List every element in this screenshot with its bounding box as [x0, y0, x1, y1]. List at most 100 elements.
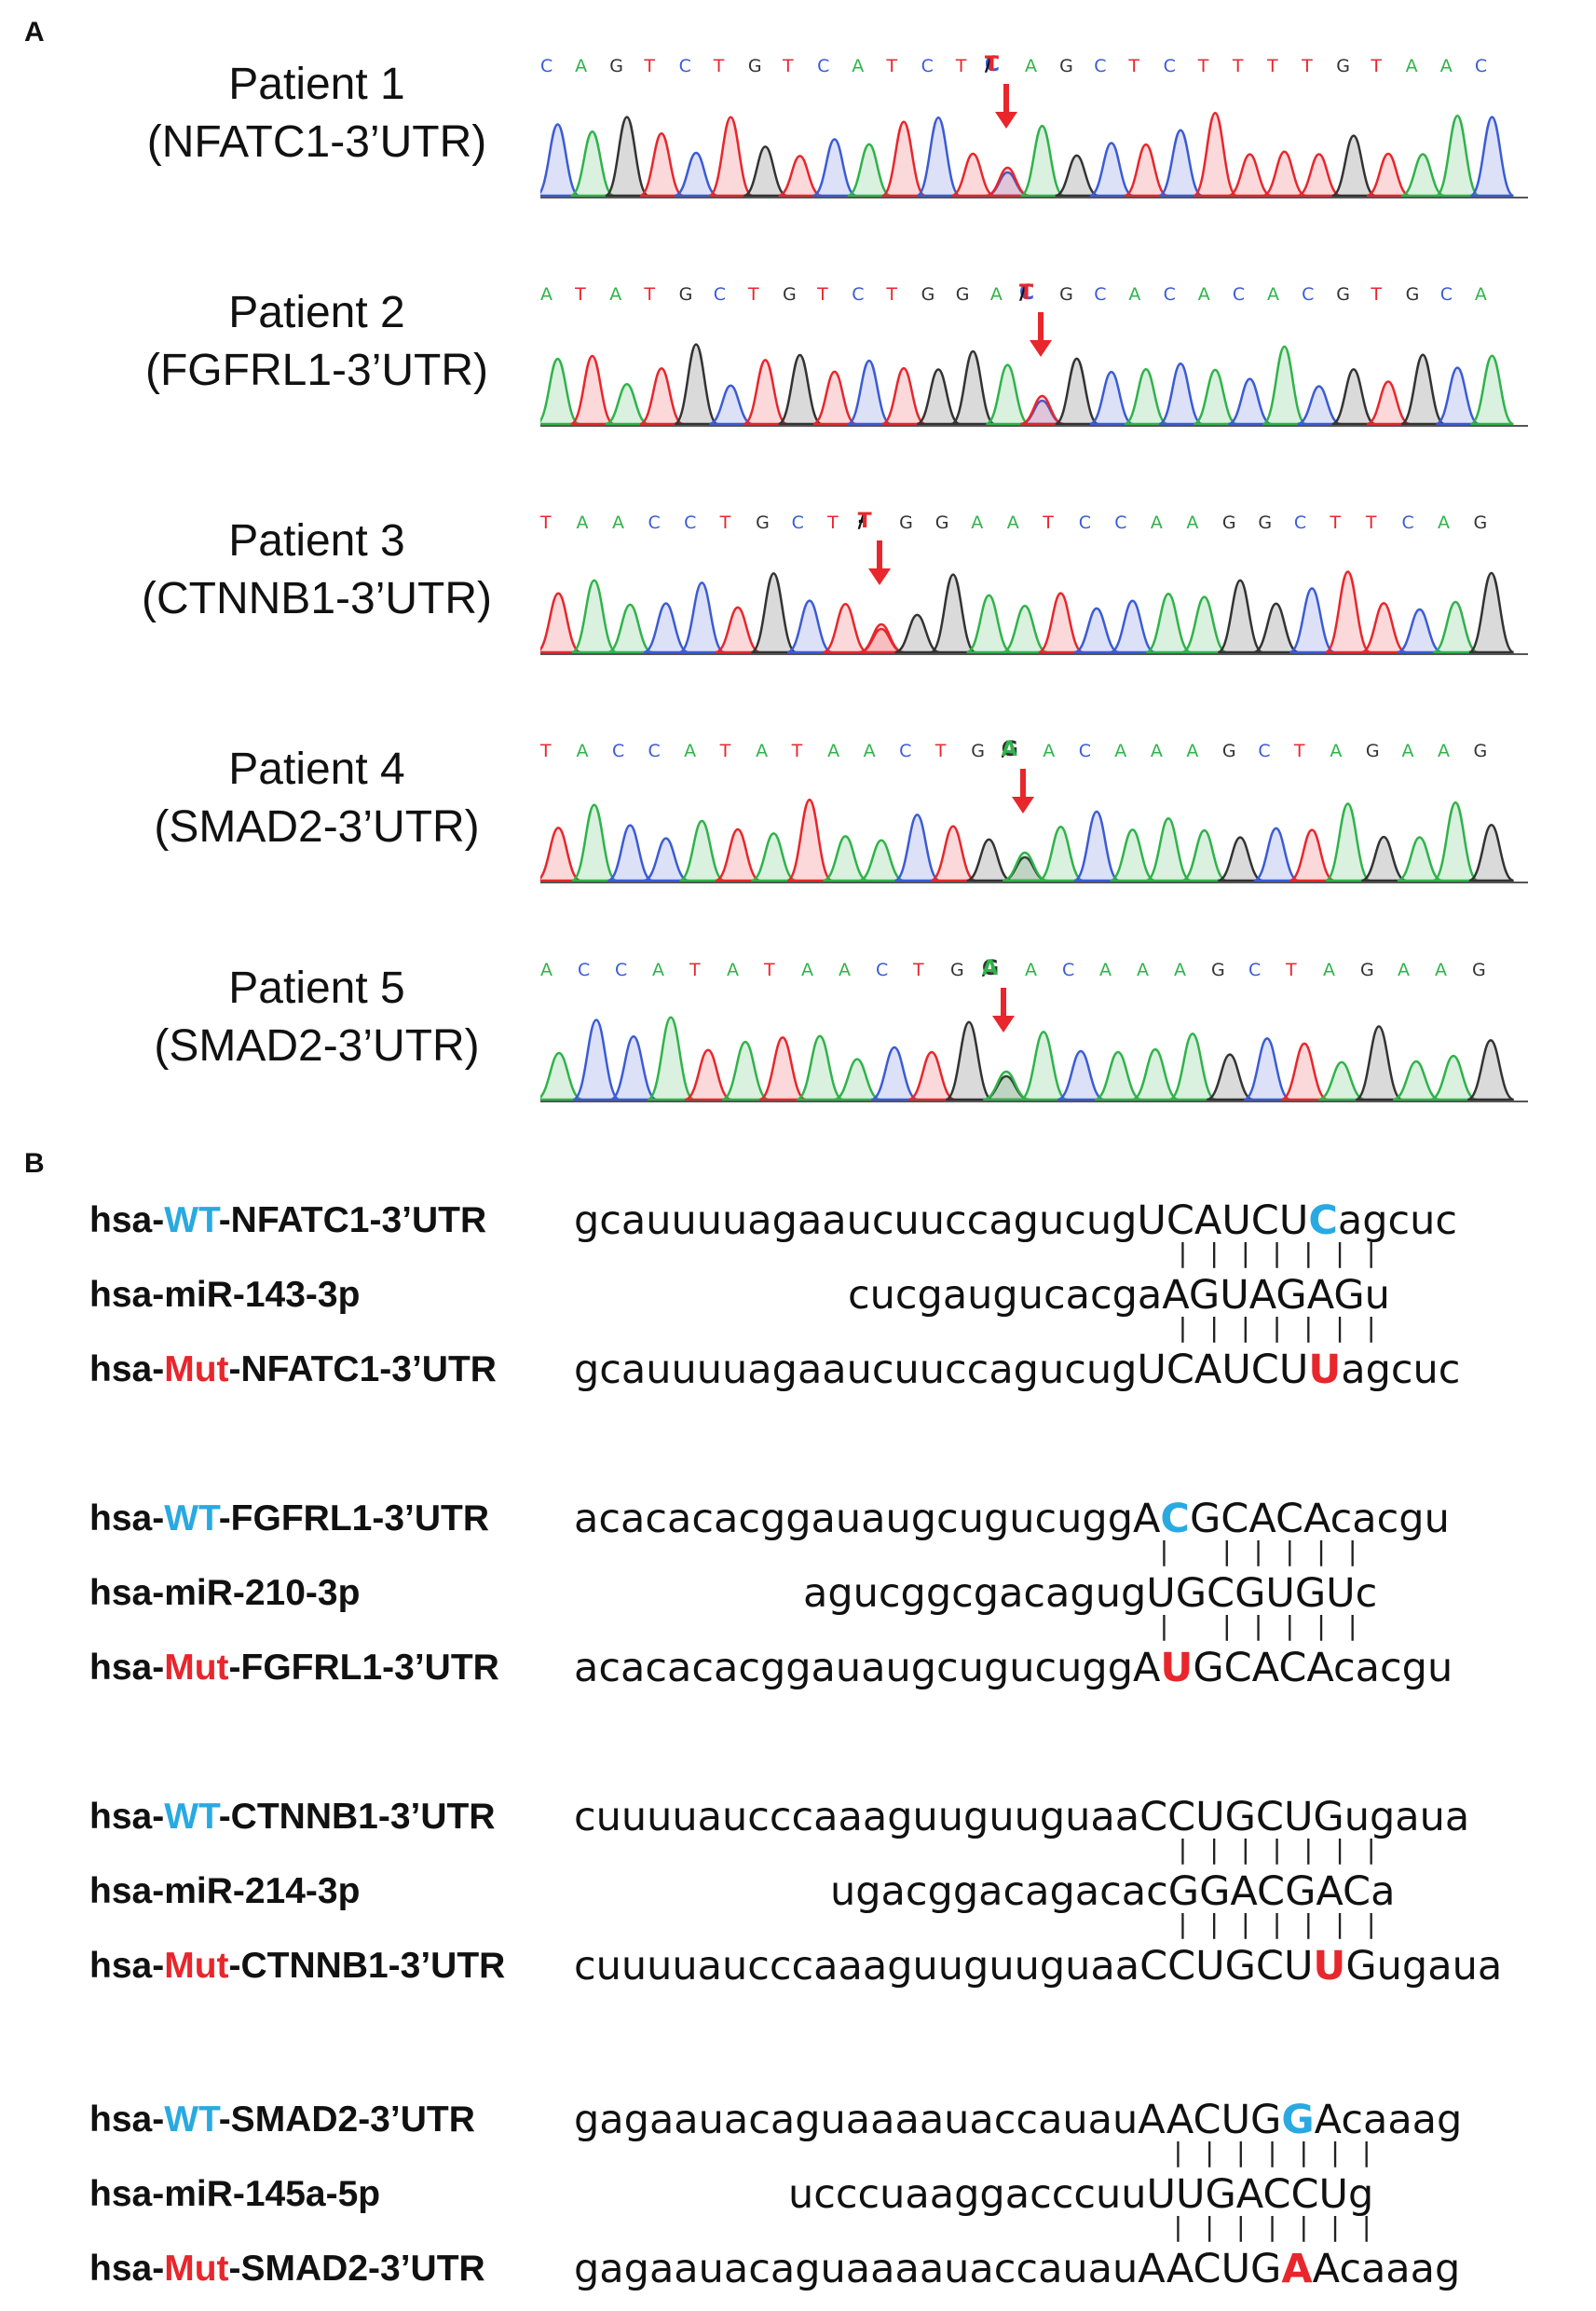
trace-peak	[678, 819, 725, 882]
base-call: C	[615, 960, 628, 980]
secondary-peak	[858, 622, 905, 654]
base-pairing-lines: | | | | | | |	[1170, 2137, 1375, 2167]
chromatogram-trace: Patient 1 (NFATC1-3’UTR) C A G T C T G T C A T C T C / T A…	[56, 37, 1565, 219]
base-call: T	[1128, 56, 1140, 76]
base-call: T	[540, 513, 552, 533]
trace-peak	[540, 827, 581, 882]
trace-peak	[1217, 836, 1263, 882]
variant-base: C	[1160, 1496, 1190, 1542]
base-call-sequence: T A A C C T G C T - / T G G A A T C C A A G G C T T C A G	[540, 510, 1488, 533]
variant-arrow-icon	[994, 84, 1017, 129]
trace-peak	[1193, 112, 1237, 198]
trace-peaks	[540, 798, 1528, 883]
base-call: A	[1150, 513, 1163, 533]
mirna-name: hsa-miR-145a-5p	[89, 2174, 381, 2214]
variant-base: G	[1281, 2097, 1315, 2143]
base-call: C	[1232, 284, 1246, 305]
trace-peak	[743, 359, 788, 426]
patient-title: Patient 4 (SMAD2-3’UTR)	[75, 741, 559, 856]
trace-peaks	[540, 570, 1528, 655]
mirna-sequence: ucccuaaggacccuuUUGACCUg	[788, 2171, 1374, 2218]
trace-peak	[796, 1034, 844, 1101]
base-call: G	[955, 284, 970, 305]
base-call: A	[1437, 741, 1450, 761]
trace-peak	[894, 613, 940, 654]
base-call: G	[1059, 284, 1073, 305]
mut-utr-name: hsa-Mut-NFATC1-3’UTR	[89, 1349, 497, 1389]
trace-peak	[639, 132, 684, 198]
trace-peak	[1073, 810, 1120, 882]
base-call: G	[1473, 513, 1488, 533]
base-call: T	[719, 741, 731, 761]
trace-peak	[812, 370, 857, 426]
trace-peaks	[540, 1016, 1528, 1102]
trace-peak	[1325, 570, 1371, 654]
trace-peak	[708, 116, 753, 198]
trace-peak	[1019, 1031, 1068, 1101]
base-call: C	[1401, 513, 1414, 533]
gene-label: (CTNNB1-3’UTR)	[142, 574, 492, 623]
base-call: C	[1293, 513, 1307, 533]
trace-peak	[1297, 385, 1342, 426]
patient-title: Patient 3 (CTNNB1-3’UTR)	[75, 513, 559, 628]
base-call-sequence: T A C C A T A T A A C T G G / A A C A A A G C T A G A A G	[540, 738, 1488, 761]
trace-peak	[1145, 592, 1192, 654]
base-call: C	[852, 284, 865, 305]
variant-base: C	[1308, 1197, 1338, 1244]
base-call: C	[817, 56, 830, 76]
base-call: C	[1078, 741, 1092, 761]
base-call: C	[899, 741, 912, 761]
trace-peak	[609, 1035, 658, 1101]
trace-peak	[1124, 143, 1168, 198]
trace-peak	[930, 825, 976, 882]
secondary-peak	[1002, 851, 1048, 882]
variant-arrow-icon	[992, 988, 1015, 1032]
patient-title: Patient 2 (FGFRL1-3’UTR)	[75, 284, 559, 400]
trace-peak	[1469, 354, 1515, 426]
trace-peak	[1206, 1053, 1254, 1101]
base-call: C	[1094, 284, 1107, 305]
trace-peak	[1131, 1047, 1180, 1101]
base-call: G	[1211, 960, 1225, 980]
base-call: G	[971, 741, 985, 761]
base-call: A	[1401, 741, 1414, 761]
trace-peak	[1317, 1060, 1366, 1101]
trace-peak	[571, 803, 618, 882]
base-call: G	[1365, 741, 1380, 761]
base-call: C	[648, 741, 661, 761]
trace-peak	[1145, 817, 1192, 882]
alternate-base: T	[1019, 281, 1034, 305]
base-call: A	[1323, 960, 1335, 980]
base-call: T	[1371, 56, 1383, 76]
trace-peak	[678, 581, 725, 654]
trace-peak	[1217, 579, 1263, 654]
trace-peak	[1366, 380, 1411, 426]
base-call: C	[684, 513, 697, 533]
base-call: C	[648, 513, 661, 533]
trace-peak	[881, 367, 926, 426]
base-call: A	[1025, 960, 1037, 980]
trace-peak	[778, 155, 823, 198]
trace-peak	[750, 572, 797, 654]
trace-peak	[950, 152, 995, 198]
mut-utr-name: hsa-Mut-SMAD2-3’UTR	[89, 2249, 485, 2289]
base-call: T	[827, 513, 839, 533]
wt-utr-sequence: gcauuuuagaaucuuccagucugUCAUCUCagcuc	[574, 1197, 1458, 1244]
trace-peak	[1253, 602, 1299, 654]
trace-peak	[1227, 377, 1272, 426]
base-call: G	[1360, 960, 1374, 980]
trace-peak	[571, 579, 618, 654]
base-call: C	[540, 56, 553, 76]
base-call: C	[1062, 960, 1075, 980]
trace-peak	[715, 606, 761, 654]
base-call: G	[747, 56, 762, 76]
trace-peak	[1331, 134, 1376, 198]
base-call: C	[1474, 56, 1488, 76]
base-call: A	[1435, 960, 1447, 980]
base-pairing-lines: | | | | | |	[1156, 1536, 1361, 1566]
base-call: A	[1128, 284, 1141, 305]
base-call: G	[921, 284, 935, 305]
base-call: G	[1258, 513, 1273, 533]
mut-utr-sequence: cuuuuaucccaaaguuguuguaaCCUGCUUGugaua	[574, 1943, 1503, 1990]
